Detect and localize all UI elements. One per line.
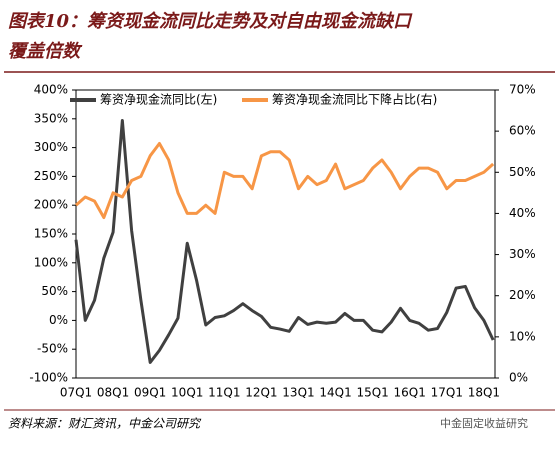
x-tick-label: 11Q1 bbox=[208, 386, 240, 400]
x-tick-label: 13Q1 bbox=[282, 386, 314, 400]
y2-tick-label: 60% bbox=[509, 124, 536, 138]
chart-title-line1: 图表10：筹资现金流同比走势及对自由现金流缺口 bbox=[8, 11, 413, 32]
x-tick-label: 18Q1 bbox=[468, 386, 500, 400]
y2-tick-label: 20% bbox=[509, 288, 536, 302]
y-tick-label: 350% bbox=[34, 111, 68, 125]
source: 资料来源：财汇资讯，中金公司研究 bbox=[8, 417, 202, 431]
series-line bbox=[74, 119, 495, 364]
x-tick-label: 15Q1 bbox=[356, 386, 388, 400]
x-tick-label: 09Q1 bbox=[134, 386, 166, 400]
y2-tick-label: 0% bbox=[509, 371, 528, 385]
x-tick-label: 10Q1 bbox=[171, 386, 203, 400]
x-tick-label: 16Q1 bbox=[394, 386, 426, 400]
y-tick-label: 250% bbox=[34, 169, 68, 183]
x-tick-label: 12Q1 bbox=[245, 386, 277, 400]
watermark: 中金固定收益研究 bbox=[440, 416, 528, 430]
y2-tick-label: 40% bbox=[509, 206, 536, 220]
y-tick-label: 0% bbox=[49, 313, 68, 327]
x-tick-label: 07Q1 bbox=[60, 386, 92, 400]
x-tick-label: 14Q1 bbox=[319, 386, 351, 400]
series-line bbox=[75, 141, 495, 220]
y-tick-label: 100% bbox=[34, 255, 68, 269]
y-tick-label: -50% bbox=[37, 342, 68, 356]
y-tick-label: 400% bbox=[34, 83, 68, 97]
y2-tick-label: 30% bbox=[509, 247, 536, 261]
y2-tick-label: 10% bbox=[509, 329, 536, 343]
y2-tick-label: 50% bbox=[509, 165, 536, 179]
x-tick-label: 08Q1 bbox=[97, 386, 129, 400]
y2-tick-label: 70% bbox=[509, 83, 536, 97]
y-tick-label: 200% bbox=[34, 198, 68, 212]
x-tick-label: 17Q1 bbox=[431, 386, 463, 400]
legend-label: 筹资净现金流同比(左) bbox=[100, 92, 217, 107]
y-tick-label: 150% bbox=[34, 227, 68, 241]
y-tick-label: 300% bbox=[34, 140, 68, 154]
chart-title-line2: 覆盖倍数 bbox=[8, 41, 83, 62]
plot-frame bbox=[75, 89, 496, 379]
legend-label: 筹资净现金流同比下降占比(右) bbox=[272, 92, 437, 107]
y-tick-label: 50% bbox=[41, 284, 68, 298]
y-tick-label: -100% bbox=[29, 371, 68, 385]
